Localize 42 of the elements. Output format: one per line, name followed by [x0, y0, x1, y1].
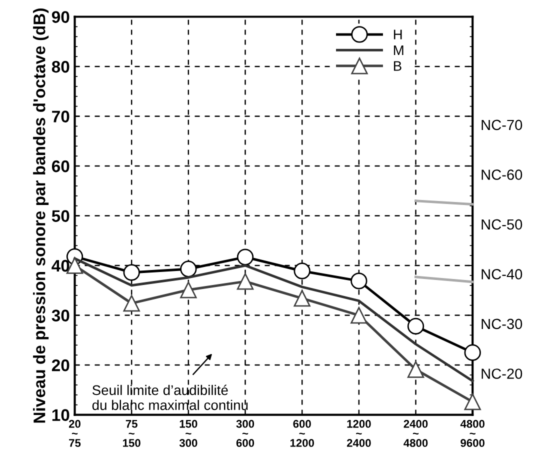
x-tick-label: 75 ~ 150: [123, 420, 140, 447]
x-tick-label: 1200 ~ 2400: [346, 420, 371, 447]
point: [294, 262, 310, 280]
point: [123, 264, 140, 281]
point: [236, 273, 254, 290]
point: [123, 294, 140, 312]
x-tick-label: 300 ~ 600: [236, 420, 254, 447]
text: NC-40: [482, 269, 522, 280]
point: [350, 306, 368, 324]
y-tick-label: 40: [52, 260, 70, 272]
legend-label: B: [394, 61, 402, 71]
point: [180, 260, 197, 278]
point: [180, 282, 197, 298]
y-tick-label: 70: [52, 110, 70, 122]
x-tick-label: 600 ~ 1200: [290, 420, 314, 447]
x-tick-label: 4800 ~ 9600: [460, 420, 484, 447]
x-tick-label: 150 ~ 300: [179, 420, 198, 447]
legend-label: M: [394, 45, 404, 56]
text: NC-20: [482, 368, 522, 379]
text: NC-70: [482, 120, 522, 130]
y-tick-label: 50: [52, 210, 70, 222]
y-axis-title: Niveau de pression sonore par bandes d'octave (dB): [33, 8, 49, 423]
text: NC-60: [482, 170, 522, 180]
y-tick-label: 60: [52, 160, 70, 172]
point: [464, 394, 481, 410]
y-tick-label: 20: [52, 359, 70, 372]
point: [294, 290, 310, 307]
point: [236, 248, 254, 266]
text: NC-30: [482, 318, 522, 330]
point: [464, 344, 481, 361]
point: [407, 361, 424, 378]
point: [407, 318, 424, 335]
x-tick-label: 20 ~ 75: [68, 420, 81, 447]
legend-label: H: [394, 30, 402, 40]
y-tick-label: 10: [52, 409, 70, 421]
y-tick-label: 30: [52, 310, 70, 322]
x-tick-label: 2400 ~ 4800: [404, 420, 428, 447]
y-tick-label: 80: [52, 60, 70, 73]
annotation: Seuil limite d’audibilité du blanc maximal continu: [92, 384, 248, 410]
text: NC-50: [482, 219, 522, 230]
point: [350, 272, 368, 290]
y-tick-label: 90: [52, 11, 70, 23]
